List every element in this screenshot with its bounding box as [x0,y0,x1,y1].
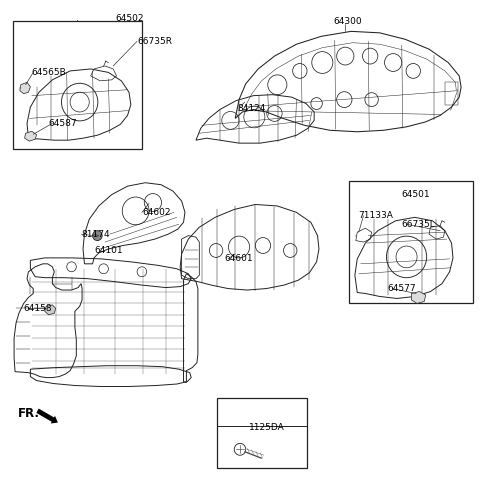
Text: 1125DA: 1125DA [249,423,285,432]
Text: FR.: FR. [17,407,39,420]
Text: 64602: 64602 [142,208,170,217]
Text: 64501: 64501 [402,190,431,199]
Text: 64158: 64158 [24,304,52,313]
Text: 64565B: 64565B [32,68,67,77]
Circle shape [93,231,102,241]
Polygon shape [20,82,30,94]
Text: 81174: 81174 [81,230,110,239]
Text: 64300: 64300 [333,17,362,26]
Text: 64577: 64577 [387,284,416,293]
FancyArrow shape [36,409,58,424]
Text: 64587: 64587 [48,119,77,128]
Polygon shape [45,305,56,315]
Polygon shape [411,292,426,304]
Bar [12,21,142,149]
Text: 64101: 64101 [94,246,123,255]
Bar [349,181,473,304]
Text: 64502: 64502 [116,13,144,22]
Text: 71133A: 71133A [359,211,394,220]
Bar [445,82,458,105]
Text: 66735L: 66735L [402,220,435,229]
Bar [217,398,307,468]
Text: 66735R: 66735R [137,37,172,46]
Polygon shape [24,131,36,141]
Text: 84124: 84124 [238,104,266,113]
Text: 64601: 64601 [225,254,253,263]
